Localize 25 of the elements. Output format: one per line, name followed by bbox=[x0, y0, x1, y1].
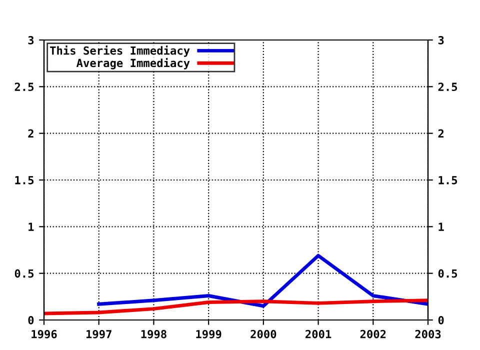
y-tick-label: 0.5 bbox=[14, 269, 34, 278]
y2-tick-label: 0.5 bbox=[438, 269, 458, 278]
y-tick-label: 2.5 bbox=[14, 82, 34, 92]
y2-tick-label: 1.5 bbox=[438, 176, 458, 184]
x-tick-label: 1996 bbox=[32, 330, 57, 338]
y-tick-label: 1 bbox=[28, 222, 34, 231]
x-tick-label: 1998 bbox=[141, 330, 166, 338]
x-tick-label: 2000 bbox=[250, 330, 276, 338]
y2-tick-label: 0 bbox=[438, 316, 444, 324]
x-tick-label: 2001 bbox=[306, 330, 332, 338]
legend-label: Average Immediacy bbox=[76, 58, 190, 70]
y2-tick-label: 2 bbox=[438, 129, 444, 138]
x-tick-label: 1999 bbox=[196, 330, 222, 338]
y2-tick-label: 2.5 bbox=[438, 82, 458, 92]
line-series bbox=[44, 298, 428, 316]
x-tick-label: 1997 bbox=[86, 330, 112, 338]
y-tick-label: 1.5 bbox=[15, 176, 34, 184]
y2-tick-label: 3 bbox=[438, 36, 444, 44]
y2-tick-label: 1 bbox=[438, 222, 444, 231]
y-tick-label: 0 bbox=[28, 316, 34, 324]
y-tick-label: 2 bbox=[28, 129, 34, 138]
x-tick-label: 2003 bbox=[415, 330, 441, 338]
y-tick-label: 3 bbox=[28, 36, 34, 44]
legend-label: This Series Immediacy bbox=[50, 46, 190, 57]
x-tick-label: 2002 bbox=[360, 330, 386, 338]
